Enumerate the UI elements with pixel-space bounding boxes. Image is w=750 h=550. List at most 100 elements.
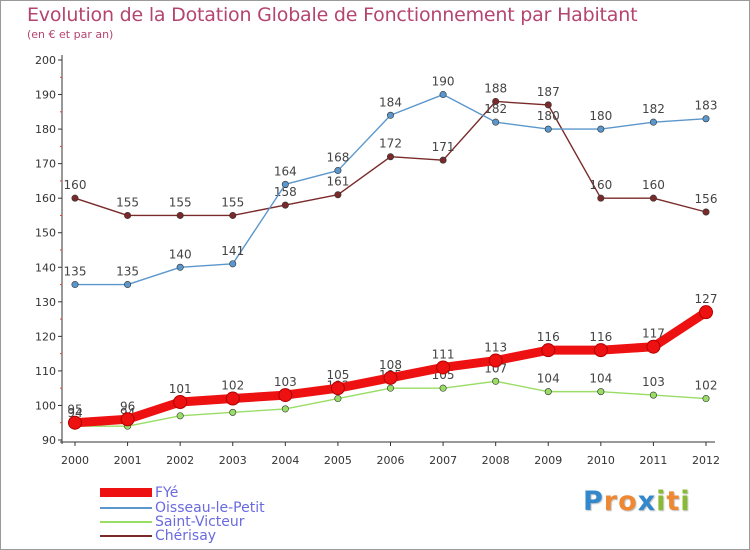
data-point <box>225 391 240 406</box>
data-point <box>120 412 135 427</box>
legend-label-oisseau: Oisseau-le-Petit <box>155 500 265 516</box>
y-tick-label: 90 <box>42 434 56 447</box>
data-point <box>597 194 605 202</box>
data-label: 172 <box>379 137 402 151</box>
data-label: 164 <box>274 164 297 178</box>
brand-letter: x <box>637 486 657 517</box>
brand-letter: o <box>618 486 638 517</box>
data-label: 140 <box>169 247 192 261</box>
data-point <box>229 408 237 416</box>
chart-subtitle: (en € et par an) <box>27 28 114 41</box>
x-tick-label: 2003 <box>219 454 247 467</box>
data-label: 171 <box>432 140 455 154</box>
y-tick-label: 200 <box>35 54 56 67</box>
data-point <box>544 388 552 396</box>
x-tick-label: 2006 <box>377 454 405 467</box>
data-point <box>278 388 293 403</box>
x-tick-label: 2012 <box>692 454 720 467</box>
data-label: 180 <box>589 109 612 123</box>
data-label: 104 <box>537 372 560 386</box>
data-point <box>492 377 500 385</box>
chart-title: Evolution de la Dotation Globale de Fonc… <box>27 4 638 26</box>
data-label: 94 <box>67 406 82 420</box>
data-point <box>702 115 710 123</box>
data-label: 161 <box>326 175 349 189</box>
data-point <box>593 343 608 358</box>
brand-letter: P <box>583 486 604 517</box>
data-point <box>386 153 394 161</box>
data-point <box>124 281 132 289</box>
data-point <box>386 384 394 392</box>
data-label: 102 <box>695 379 718 393</box>
data-label: 105 <box>326 368 349 382</box>
legend-label-cherisay: Chérisay <box>155 528 217 544</box>
y-tick-label: 110 <box>35 365 56 378</box>
y-tick-label: 100 <box>35 399 56 412</box>
data-point <box>646 339 661 354</box>
data-label: 95 <box>67 403 82 417</box>
data-label: 168 <box>326 151 349 165</box>
data-label: 101 <box>169 382 192 396</box>
x-tick-label: 2005 <box>324 454 352 467</box>
data-point <box>386 111 394 119</box>
brand-letter: i <box>680 486 691 517</box>
data-point <box>597 388 605 396</box>
data-label: 116 <box>589 330 612 344</box>
brand-logo: Proxiti <box>583 486 691 517</box>
data-label: 155 <box>169 195 192 209</box>
y-tick-label: 160 <box>35 192 56 205</box>
data-label: 182 <box>642 102 665 116</box>
data-point <box>330 381 345 396</box>
data-point <box>699 305 713 320</box>
data-point <box>334 167 342 175</box>
y-tick-label: 180 <box>35 123 56 136</box>
data-label: 104 <box>589 372 612 386</box>
data-point <box>492 118 500 126</box>
data-point <box>383 370 398 385</box>
data-point <box>544 125 552 133</box>
data-label: 113 <box>484 341 507 355</box>
legend-swatch-fye <box>100 488 152 497</box>
data-point <box>281 405 289 413</box>
y-tick-label: 130 <box>35 296 56 309</box>
data-point <box>68 415 82 430</box>
data-point <box>334 395 342 403</box>
data-point <box>649 391 657 399</box>
data-label: 160 <box>64 178 87 192</box>
data-label: 96 <box>120 399 135 413</box>
data-point <box>176 211 184 219</box>
data-point <box>488 353 503 368</box>
data-point <box>439 384 447 392</box>
y-tick-label: 120 <box>35 330 56 343</box>
data-point <box>281 180 289 188</box>
data-label: 187 <box>537 85 560 99</box>
data-point <box>702 208 710 216</box>
data-label: 158 <box>274 185 297 199</box>
data-label: 160 <box>589 178 612 192</box>
x-tick-label: 2004 <box>271 454 299 467</box>
x-tick-label: 2007 <box>429 454 457 467</box>
data-point <box>229 211 237 219</box>
y-tick-label: 170 <box>35 158 56 171</box>
data-point <box>176 263 184 271</box>
data-label: 155 <box>116 195 139 209</box>
brand-letter: r <box>603 486 619 517</box>
data-label: 102 <box>221 379 244 393</box>
data-point <box>439 91 447 99</box>
data-point <box>544 101 552 109</box>
data-label: 117 <box>642 327 665 341</box>
x-tick-label: 2002 <box>166 454 194 467</box>
data-label: 155 <box>221 195 244 209</box>
data-point <box>124 211 132 219</box>
x-tick-label: 2001 <box>114 454 142 467</box>
data-label: 180 <box>537 109 560 123</box>
x-tick-label: 2000 <box>61 454 89 467</box>
legend-swatch-saint-victeur <box>100 521 152 523</box>
data-label: 135 <box>64 265 87 279</box>
x-tick-label: 2009 <box>534 454 562 467</box>
data-point <box>492 97 500 105</box>
data-point <box>649 118 657 126</box>
y-tick-label: 150 <box>35 227 56 240</box>
data-point <box>541 343 556 358</box>
